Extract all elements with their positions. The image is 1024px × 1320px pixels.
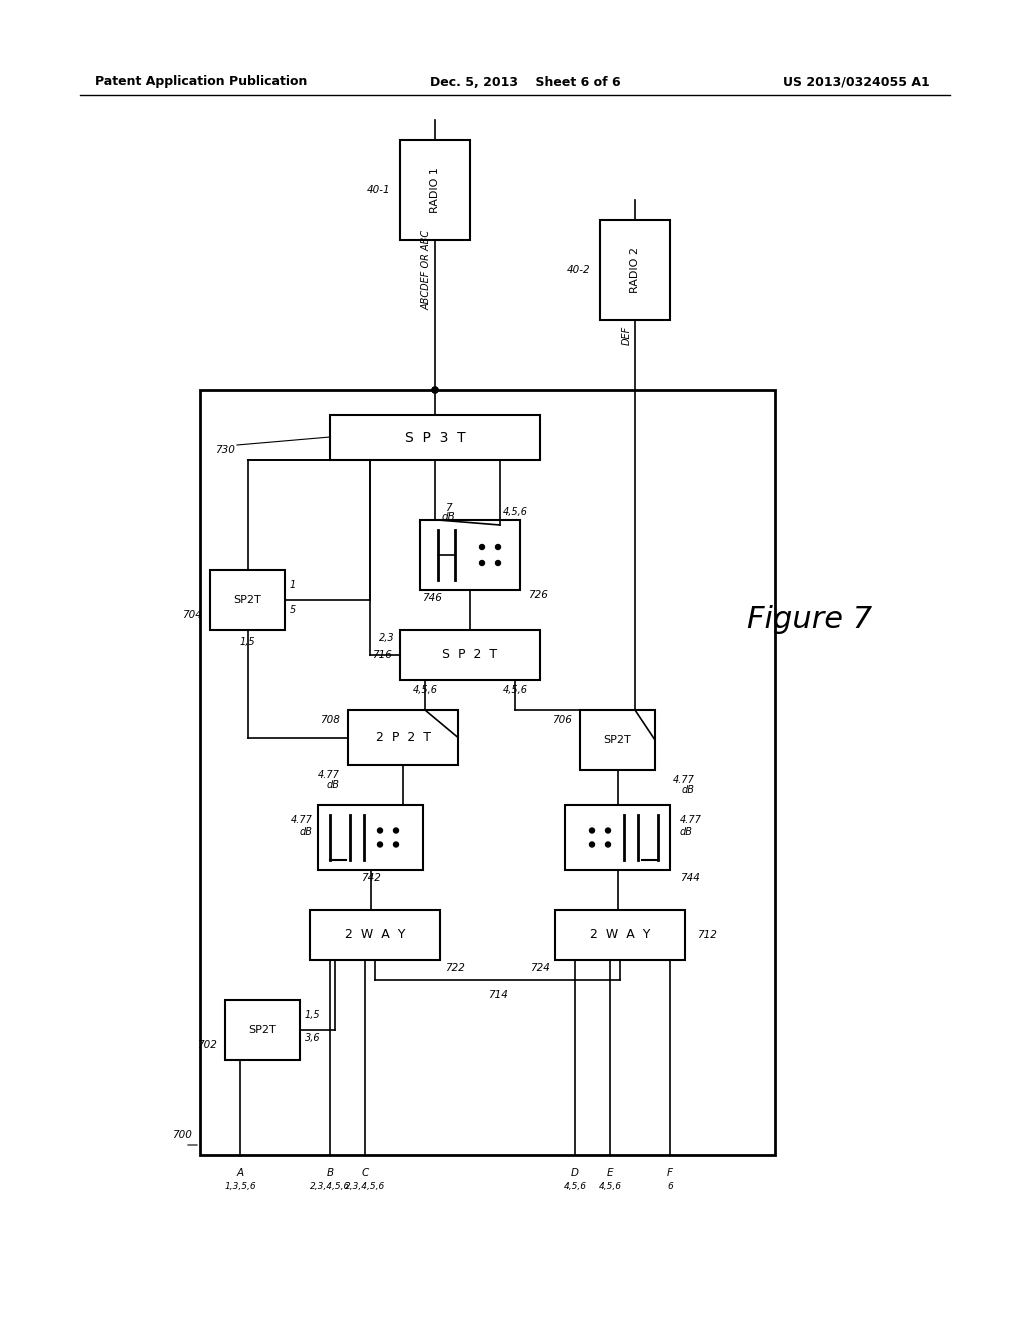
Text: 744: 744 — [680, 873, 699, 883]
Text: dB: dB — [300, 828, 313, 837]
Circle shape — [590, 828, 595, 833]
Text: 2,3,4,5,6: 2,3,4,5,6 — [345, 1181, 385, 1191]
Bar — [210, 570, 285, 630]
Text: US 2013/0324055 A1: US 2013/0324055 A1 — [783, 75, 930, 88]
Text: 2  P  2  T: 2 P 2 T — [376, 731, 430, 744]
Text: dB: dB — [680, 828, 693, 837]
Circle shape — [432, 387, 438, 393]
Text: 2,3: 2,3 — [379, 634, 395, 643]
Text: 708: 708 — [321, 715, 340, 725]
Text: 700: 700 — [172, 1130, 191, 1140]
Text: S  P  2  T: S P 2 T — [442, 648, 498, 661]
Text: 1: 1 — [290, 579, 296, 590]
Text: 4.77: 4.77 — [318, 770, 340, 780]
Circle shape — [605, 842, 610, 847]
Bar — [225, 1001, 300, 1060]
Text: 722: 722 — [445, 964, 465, 973]
Bar — [330, 414, 540, 459]
Text: 716: 716 — [372, 649, 392, 660]
Text: F: F — [667, 1168, 673, 1177]
Bar — [200, 389, 775, 1155]
Text: 2,3,4,5,6: 2,3,4,5,6 — [310, 1181, 350, 1191]
Text: DEF: DEF — [622, 325, 632, 345]
Text: 1,3,5,6: 1,3,5,6 — [224, 1181, 256, 1191]
Bar — [318, 805, 423, 870]
Text: E: E — [607, 1168, 613, 1177]
Text: RADIO 2: RADIO 2 — [630, 247, 640, 293]
Text: 4,5,6: 4,5,6 — [563, 1181, 587, 1191]
Bar — [555, 909, 685, 960]
Circle shape — [605, 828, 610, 833]
Circle shape — [496, 544, 501, 549]
Circle shape — [432, 387, 438, 393]
Text: 730: 730 — [215, 445, 234, 455]
Circle shape — [479, 561, 484, 565]
Text: 5: 5 — [290, 605, 296, 615]
Text: 40-1: 40-1 — [367, 185, 390, 195]
Text: 712: 712 — [697, 931, 717, 940]
Bar — [565, 805, 670, 870]
Text: 714: 714 — [487, 990, 508, 1001]
Text: 6: 6 — [667, 1181, 673, 1191]
Bar — [400, 140, 470, 240]
Circle shape — [378, 828, 383, 833]
Text: dB: dB — [327, 780, 340, 789]
Bar — [420, 520, 520, 590]
Text: 3,6: 3,6 — [305, 1034, 321, 1043]
Circle shape — [393, 828, 398, 833]
Text: SP2T: SP2T — [233, 595, 261, 605]
Bar — [348, 710, 458, 766]
Circle shape — [590, 842, 595, 847]
Text: C: C — [361, 1168, 369, 1177]
Text: dB: dB — [441, 512, 455, 521]
Circle shape — [393, 842, 398, 847]
Text: 724: 724 — [530, 964, 550, 973]
Text: 1,5: 1,5 — [305, 1010, 321, 1020]
Text: 4,5,6: 4,5,6 — [503, 685, 527, 696]
Text: Dec. 5, 2013    Sheet 6 of 6: Dec. 5, 2013 Sheet 6 of 6 — [430, 75, 621, 88]
Text: S  P  3  T: S P 3 T — [404, 430, 465, 445]
Circle shape — [479, 544, 484, 549]
Text: 4,5,6: 4,5,6 — [503, 507, 527, 517]
Text: Figure 7: Figure 7 — [748, 606, 872, 635]
Bar — [600, 220, 670, 319]
Text: 742: 742 — [360, 873, 381, 883]
Text: 1,5: 1,5 — [240, 638, 255, 647]
Bar — [580, 710, 655, 770]
Text: 40-2: 40-2 — [566, 265, 590, 275]
Text: 702: 702 — [198, 1040, 217, 1049]
Text: 4,5,6: 4,5,6 — [598, 1181, 622, 1191]
Text: 726: 726 — [528, 590, 548, 601]
Text: D: D — [571, 1168, 579, 1177]
Text: 7: 7 — [444, 503, 452, 513]
Text: 4.77: 4.77 — [680, 814, 701, 825]
Bar — [310, 909, 440, 960]
Text: 2  W  A  Y: 2 W A Y — [590, 928, 650, 941]
Circle shape — [378, 842, 383, 847]
Text: 746: 746 — [422, 593, 442, 603]
Text: Patent Application Publication: Patent Application Publication — [95, 75, 307, 88]
Text: B: B — [327, 1168, 334, 1177]
Text: 2  W  A  Y: 2 W A Y — [345, 928, 406, 941]
Text: ABCDEF OR ABC: ABCDEF OR ABC — [422, 230, 432, 310]
Text: 706: 706 — [552, 715, 572, 725]
Text: 4,5,6: 4,5,6 — [413, 685, 437, 696]
Text: 704: 704 — [182, 610, 202, 620]
Text: SP2T: SP2T — [249, 1026, 276, 1035]
Text: dB: dB — [682, 785, 695, 795]
Text: A: A — [237, 1168, 244, 1177]
Text: 4.77: 4.77 — [673, 775, 695, 785]
Circle shape — [496, 561, 501, 565]
Bar — [400, 630, 540, 680]
Text: RADIO 1: RADIO 1 — [430, 168, 440, 213]
Text: SP2T: SP2T — [603, 735, 632, 744]
Text: 4.77: 4.77 — [291, 814, 313, 825]
